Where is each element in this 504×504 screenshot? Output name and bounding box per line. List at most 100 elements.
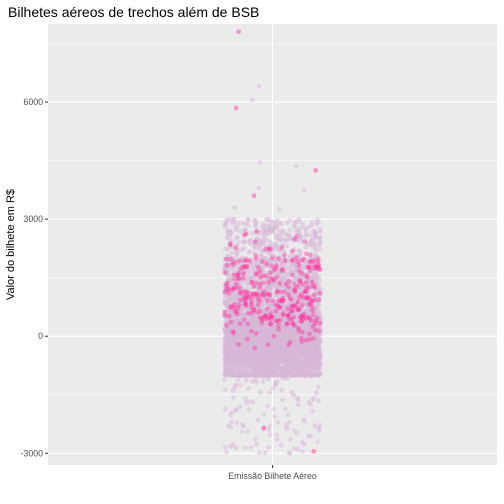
data-point [289,322,295,328]
data-point [280,357,286,363]
data-point [290,297,296,303]
data-point [295,325,300,331]
data-point [241,362,246,367]
data-point [245,342,251,348]
data-point [303,326,309,332]
data-point [315,353,321,358]
data-point [299,328,305,333]
data-point [298,348,303,354]
data-point [297,345,303,351]
data-point [299,346,304,351]
data-point [257,313,262,319]
data-point [272,366,278,372]
data-point [243,352,248,357]
data-point [226,264,232,269]
data-point [280,275,286,280]
data-point [268,341,274,346]
data-point [242,334,247,340]
data-point [260,324,265,330]
data-point [290,366,296,372]
data-point [288,372,294,378]
data-point [245,318,251,324]
data-point [316,293,322,299]
data-point [257,349,263,354]
data-point [292,348,298,354]
data-point [296,362,302,367]
data-point [235,322,241,328]
data-point [222,296,228,301]
data-point [283,351,289,356]
data-point [316,343,321,349]
data-point [249,260,254,265]
data-point [260,330,265,335]
data-point [243,360,248,365]
data-point [309,372,314,378]
data-point [245,266,250,271]
data-point [293,266,299,272]
data-point [310,362,315,367]
data-point [230,261,236,267]
data-point [264,298,270,303]
data-point [313,354,318,360]
data-point [251,372,257,378]
data-point [282,328,288,333]
data-point [295,265,301,271]
data-point [290,283,295,289]
data-point [249,360,255,366]
data-point [236,285,242,291]
data-point [236,317,242,323]
data-point [256,300,262,306]
data-point [226,368,232,373]
data-point [279,351,284,357]
data-point [285,286,291,292]
data-point [307,338,313,344]
data-point [234,275,240,281]
data-point [278,368,284,374]
data-point [307,348,312,354]
data-point [253,372,259,378]
data-point [248,262,254,268]
data-point [268,304,274,310]
data-point [224,360,230,366]
data-point [279,261,284,267]
data-point [313,339,319,345]
data-point [279,304,285,309]
data-point [249,340,255,345]
data-point [237,404,243,410]
data-point [293,359,298,364]
data-point [269,360,275,366]
data-point [257,329,262,334]
data-point [242,361,248,367]
data-point [241,357,247,362]
data-point [248,372,254,378]
data-point [223,369,228,374]
data-point [251,328,257,333]
data-point [297,313,303,318]
data-point [274,372,279,378]
data-point [259,330,264,336]
data-point [295,295,301,301]
data-point [274,336,280,341]
data-point [309,339,314,344]
data-point [273,367,278,373]
data-point [307,356,313,361]
data-point [308,265,313,271]
data-point [242,321,248,327]
data-point [282,353,288,358]
data-point [241,372,247,378]
data-point [253,320,259,325]
data-point [273,345,278,351]
data-point [271,329,277,335]
data-point [275,372,280,378]
data-point [291,340,297,346]
data-point [313,354,319,360]
data-point [286,344,291,349]
data-point [304,354,310,360]
data-point [302,342,308,348]
data-point [300,352,306,358]
data-point [224,352,230,357]
data-point [222,327,228,332]
data-point [304,370,309,376]
data-point [240,271,246,277]
data-point [288,308,293,314]
